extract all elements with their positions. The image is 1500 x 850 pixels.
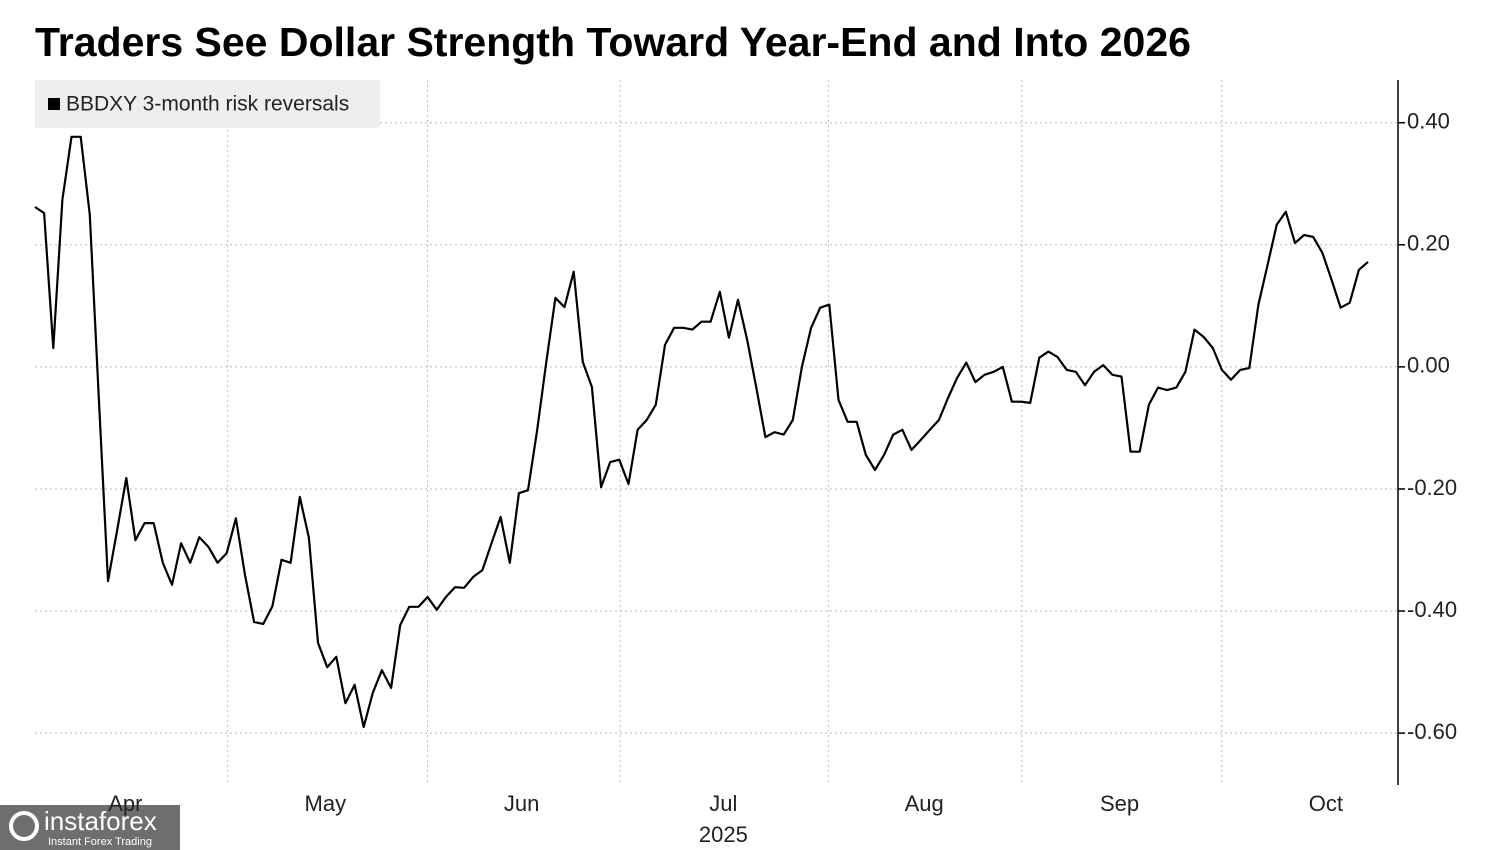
x-tick-label: May [305, 791, 347, 816]
series-line [34, 135, 1369, 729]
watermark-name: instaforex [44, 806, 157, 836]
x-tick-label: Aug [905, 791, 944, 816]
legend-box [35, 80, 380, 128]
x-tick-label: Jul [709, 791, 737, 816]
legend-swatch [48, 98, 60, 110]
watermark-tagline: Instant Forex Trading [48, 836, 152, 848]
x-tick-label: Oct [1309, 791, 1343, 816]
x-tick-label: Sep [1100, 791, 1139, 816]
x-tick-label: Apr [108, 791, 142, 816]
y-tick-label: -0.40 [1407, 597, 1457, 622]
y-tick-label: 0.00 [1407, 353, 1450, 378]
y-tick-label: 0.20 [1407, 231, 1450, 256]
y-tick-label: 0.40 [1407, 109, 1450, 134]
legend-label: BBDXY 3-month risk reversals [66, 93, 349, 116]
x-tick-label: Jun [504, 791, 539, 816]
watermark-logo [9, 811, 39, 841]
y-tick-label: -0.20 [1407, 475, 1457, 500]
year-label: 2025 [699, 822, 748, 847]
y-tick-label: -0.60 [1407, 719, 1457, 744]
watermark: instaforex Instant Forex Trading [0, 805, 180, 850]
grid [35, 80, 1398, 785]
chart-title: Traders See Dollar Strength Toward Year-… [35, 19, 1191, 65]
